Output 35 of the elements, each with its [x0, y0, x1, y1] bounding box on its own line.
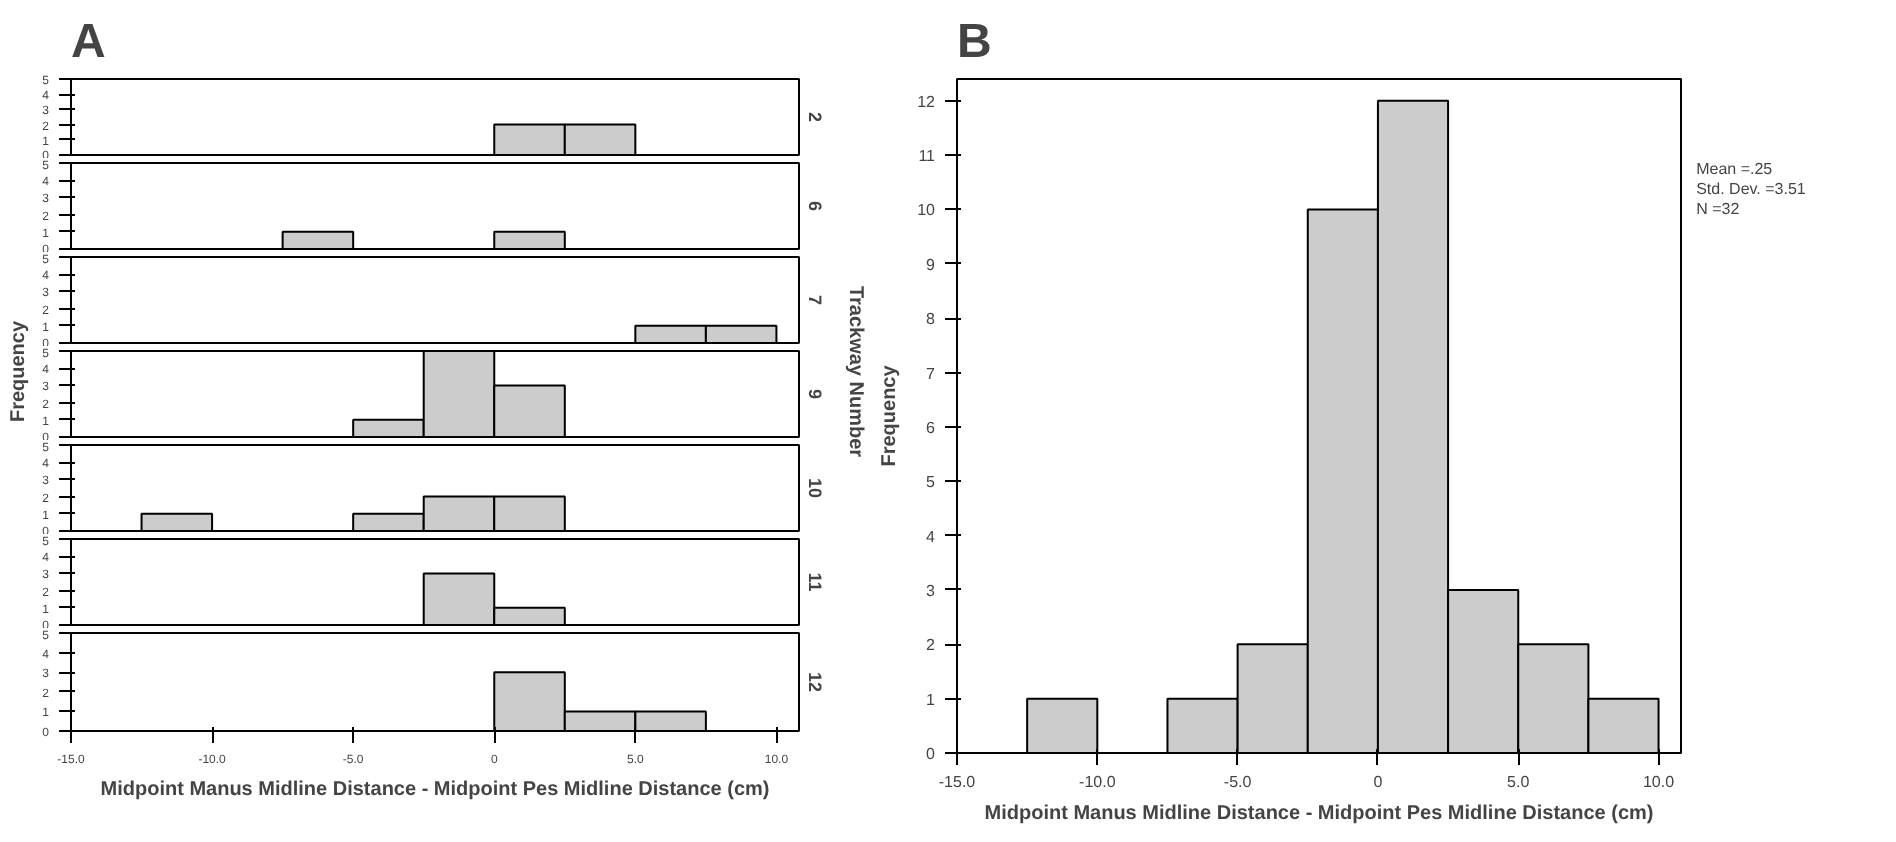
y-tick-label: 9 [926, 255, 937, 274]
y-tick-label: 2 [926, 636, 937, 655]
text: Mean =.25 [1696, 159, 1774, 178]
x-tick-label: -5.0 [1223, 773, 1253, 791]
y-tick-label: 1 [926, 690, 937, 709]
y-tick-label: 12 [917, 92, 937, 111]
x-tick-label: 5.0 [1507, 773, 1531, 791]
y-axis-title: Frequency [879, 364, 902, 467]
x-tick-label: -10.0 [1079, 773, 1117, 791]
y-tick-label: 8 [926, 310, 937, 329]
x-tick-label: 0 [1373, 773, 1384, 791]
y-tick-label: 4 [926, 527, 937, 546]
y2-axis-title: 10 [805, 477, 825, 499]
y2-axis-title: 6 [805, 200, 825, 212]
y-tick-label: 3 [926, 581, 937, 600]
y-tick-label: 10 [917, 201, 937, 220]
y2-axis-title: 9 [805, 388, 825, 400]
y-tick-label: 5 [926, 473, 937, 492]
y2-axis-title: 12 [805, 671, 825, 693]
x-axis-title: Midpoint Manus Midline Distance - Midpoint Pes Midline Distance (cm) [100, 779, 770, 801]
chart-title: B [957, 15, 992, 69]
y-axis-title: Frequency [8, 320, 30, 423]
x-tick-label: -15.0 [938, 773, 977, 791]
y-tick-label: 7 [926, 364, 937, 383]
y2-axis-title: 11 [805, 572, 825, 592]
text: N =32 [1696, 199, 1741, 218]
x-axis-title: Midpoint Manus Midline Distance - Midpoint Pes Midline Distance (cm) [984, 803, 1654, 825]
y-tick-label: 6 [926, 418, 937, 437]
y2-axis-title: 7 [805, 294, 825, 306]
text: Std. Dev. =3.51 [1696, 179, 1807, 198]
y-tick-label: 11 [918, 147, 937, 166]
chart-title: A [71, 15, 106, 69]
x-tick-label: 10.0 [1642, 773, 1676, 791]
y2-axis-title: 2 [805, 111, 825, 123]
text: Trackway Number [844, 285, 866, 458]
